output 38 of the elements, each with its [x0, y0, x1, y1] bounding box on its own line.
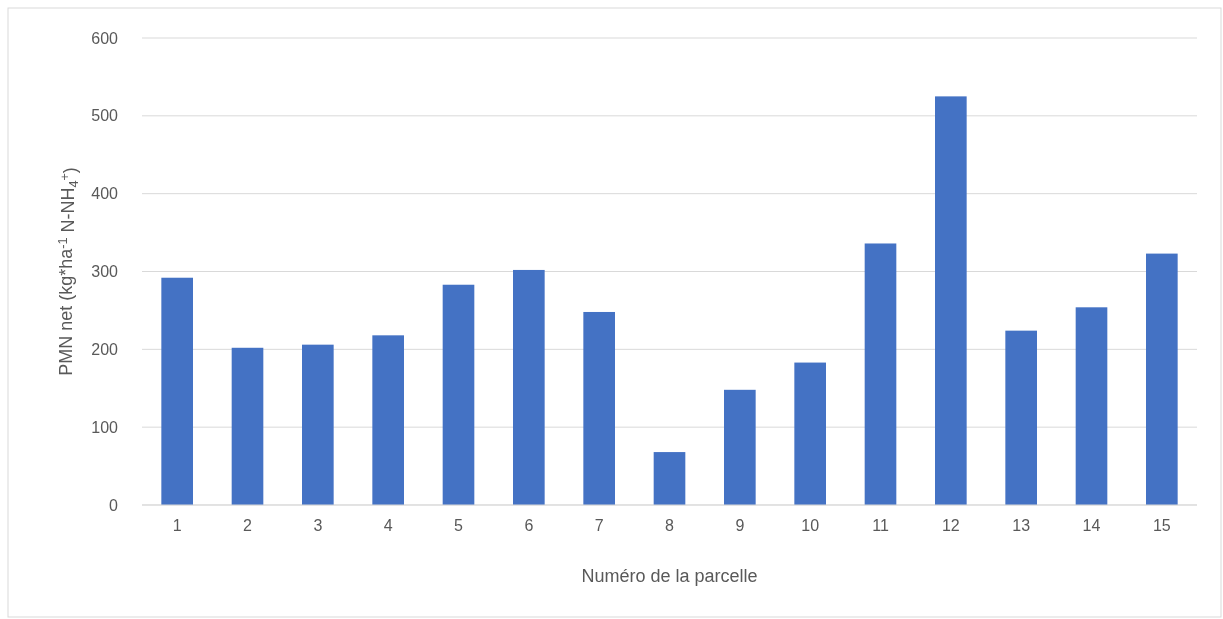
x-tick-label: 6 [524, 517, 534, 534]
x-tick-label: 11 [872, 517, 889, 534]
bar [724, 389, 756, 505]
y-tick-label: 200 [91, 340, 119, 358]
y-tick-label: 500 [91, 107, 119, 125]
bar [442, 284, 475, 505]
x-tick-label: 10 [801, 517, 820, 534]
y-tick-label: 0 [109, 496, 119, 514]
bar [231, 347, 264, 505]
x-tick-label: 15 [1152, 517, 1171, 534]
x-tick-label: 1 [172, 517, 182, 534]
bar [794, 362, 826, 505]
bar [161, 277, 193, 505]
bar [583, 311, 615, 505]
bar [513, 269, 545, 505]
x-tick-label: 8 [665, 517, 675, 534]
bar [1146, 253, 1178, 505]
bar [302, 344, 334, 505]
x-tick-label: 4 [383, 517, 393, 534]
x-tick-label: 3 [313, 517, 323, 534]
x-axis-title: Numéro de la parcelle [581, 566, 758, 586]
y-tick-label: 300 [91, 263, 119, 281]
bar [1075, 307, 1108, 505]
y-tick-label: 400 [91, 185, 119, 203]
x-tick-label: 2 [243, 517, 253, 534]
x-tick-label: 14 [1082, 517, 1101, 534]
x-tick-label: 13 [1012, 517, 1031, 534]
x-tick-label: 12 [941, 517, 960, 534]
x-tick-label: 7 [594, 517, 604, 534]
x-tick-label: 9 [735, 517, 745, 534]
bar [1005, 330, 1037, 505]
bar [864, 243, 897, 505]
x-tick-label: 5 [454, 517, 464, 534]
y-tick-label: 100 [91, 418, 119, 436]
bar [372, 335, 404, 505]
bar [935, 96, 967, 505]
bar [653, 452, 686, 505]
y-tick-label: 600 [91, 29, 119, 47]
